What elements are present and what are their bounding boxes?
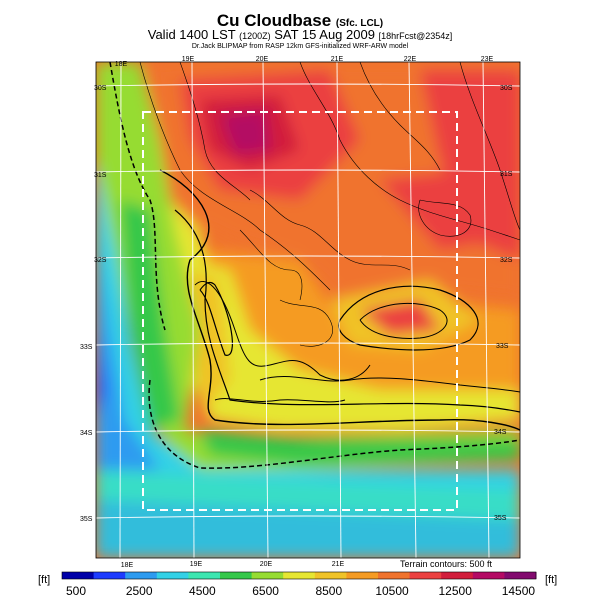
lat-right-label: 34S bbox=[494, 429, 507, 436]
coastline bbox=[109, 62, 166, 331]
terrain-contour bbox=[249, 189, 411, 271]
lon-top-label: 20E bbox=[256, 56, 269, 63]
lon-top-label: 19E bbox=[182, 56, 195, 63]
parallel-34s bbox=[95, 429, 521, 433]
terrain-contour-note: Terrain contours: 500 ft bbox=[400, 559, 493, 569]
parallel-32s bbox=[95, 255, 521, 259]
colorbar-swatch bbox=[346, 572, 379, 579]
terrain-contour bbox=[359, 62, 441, 171]
parallel-30s bbox=[95, 83, 521, 87]
lat-left-label: 30S bbox=[94, 85, 107, 92]
terrain-contour bbox=[159, 169, 520, 431]
colorbar-swatch bbox=[188, 572, 221, 579]
meridian-23e bbox=[482, 61, 490, 559]
colorbar-frame bbox=[61, 571, 537, 580]
lon-top-label: 22E bbox=[404, 56, 417, 63]
meridian-20e bbox=[262, 61, 269, 559]
terrain-contour bbox=[418, 199, 472, 237]
colorbar-swatch bbox=[156, 572, 189, 579]
lat-left-label: 31S bbox=[94, 172, 107, 179]
colorbar-swatch bbox=[378, 572, 411, 579]
meridian-22e bbox=[408, 61, 417, 559]
map-frame bbox=[95, 61, 521, 559]
terrain-contour bbox=[459, 62, 520, 231]
colorbar-swatch bbox=[251, 572, 284, 579]
terrain-contour bbox=[239, 229, 303, 301]
model-credit: Dr.Jack BLIPMAP from RASP 12km GFS-initi… bbox=[191, 43, 409, 50]
colorbar-swatch bbox=[62, 572, 95, 579]
inner-domain-boundary bbox=[142, 111, 458, 511]
terrain-contour bbox=[214, 398, 346, 403]
meridian-18e bbox=[119, 61, 122, 559]
colorbar-units-left: [ft] bbox=[38, 574, 51, 586]
colorbar-swatch bbox=[409, 572, 442, 579]
colorbar-swatch bbox=[441, 572, 474, 579]
colorbar-swatch bbox=[283, 572, 316, 579]
chart-title: Cu Cloudbase (Sfc. LCL) bbox=[0, 11, 600, 31]
parallel-35s bbox=[95, 515, 521, 519]
lon-bottom-label: 19E bbox=[190, 561, 203, 568]
lat-right-label: 35S bbox=[494, 515, 507, 522]
chart-subtitle: Valid 1400 LST (1200Z) SAT 15 Aug 2009 [… bbox=[0, 27, 600, 42]
lat-left-label: 32S bbox=[94, 257, 107, 264]
colorbar-label: 12500 bbox=[438, 584, 472, 598]
subtitle-date: SAT 15 Aug 2009 bbox=[274, 27, 375, 42]
colorbar-swatch bbox=[504, 572, 537, 579]
lon-top-label: 18E bbox=[115, 61, 128, 68]
lon-bottom-label: 20E bbox=[260, 561, 273, 568]
lat-right-label: 31S bbox=[500, 171, 513, 178]
parallel-31s bbox=[95, 169, 521, 173]
terrain-contour bbox=[174, 209, 520, 413]
lat-right-label: 33S bbox=[496, 343, 509, 350]
colorbar-swatch bbox=[125, 572, 158, 579]
lat-right-label: 30S bbox=[500, 85, 513, 92]
title-suffix: (Sfc. LCL) bbox=[335, 18, 384, 29]
lat-left-label: 34S bbox=[80, 430, 93, 437]
lat-left-label: 33S bbox=[80, 344, 93, 351]
meridian-21e bbox=[336, 61, 342, 559]
field-blobs bbox=[96, 62, 520, 558]
colorbar-label: 14500 bbox=[501, 584, 536, 598]
lat-left-label: 35S bbox=[80, 516, 93, 523]
terrain-contour bbox=[194, 280, 371, 381]
subtitle-valid: Valid 1400 LST bbox=[147, 27, 236, 42]
colorbar-label: 500 bbox=[65, 584, 87, 598]
field-layer bbox=[96, 62, 520, 558]
terrain-contour bbox=[359, 302, 448, 339]
colorbar-label: 4500 bbox=[189, 584, 216, 598]
terrain-contour bbox=[259, 376, 520, 393]
lon-bottom-label: 21E bbox=[332, 561, 345, 568]
terrain-contour bbox=[139, 62, 331, 291]
colorbar-swatch bbox=[93, 572, 126, 579]
lon-top-label: 23E bbox=[481, 56, 494, 63]
parallel-33s bbox=[95, 342, 521, 346]
subtitle-time: (1200Z) bbox=[239, 31, 271, 41]
title-main: Cu Cloudbase bbox=[216, 11, 332, 30]
graticule-labels: 18E 19E 20E 21E 22E 23E 18E 19E 20E 21E … bbox=[80, 56, 513, 569]
lon-bottom-label: 18E bbox=[121, 562, 134, 569]
graticule bbox=[95, 61, 521, 559]
colorbar bbox=[61, 571, 537, 580]
subtitle-forecast: [18hrFcst@2354z] bbox=[378, 31, 453, 41]
terrain-contour bbox=[179, 62, 251, 201]
colorbar-label: 10500 bbox=[375, 584, 409, 598]
southern-coastline bbox=[148, 379, 520, 469]
colorbar-label: 8500 bbox=[315, 584, 343, 598]
colorbar-swatch bbox=[472, 572, 505, 579]
colorbar-swatch bbox=[220, 572, 253, 579]
colorbar-swatch bbox=[314, 572, 347, 579]
colorbar-label: 6500 bbox=[252, 584, 279, 598]
colorbar-label: 2500 bbox=[125, 584, 153, 598]
meridian-19e bbox=[191, 61, 195, 559]
lat-right-label: 32S bbox=[500, 257, 513, 264]
lon-top-label: 21E bbox=[331, 56, 344, 63]
colorbar-units-right: [ft] bbox=[545, 574, 558, 586]
